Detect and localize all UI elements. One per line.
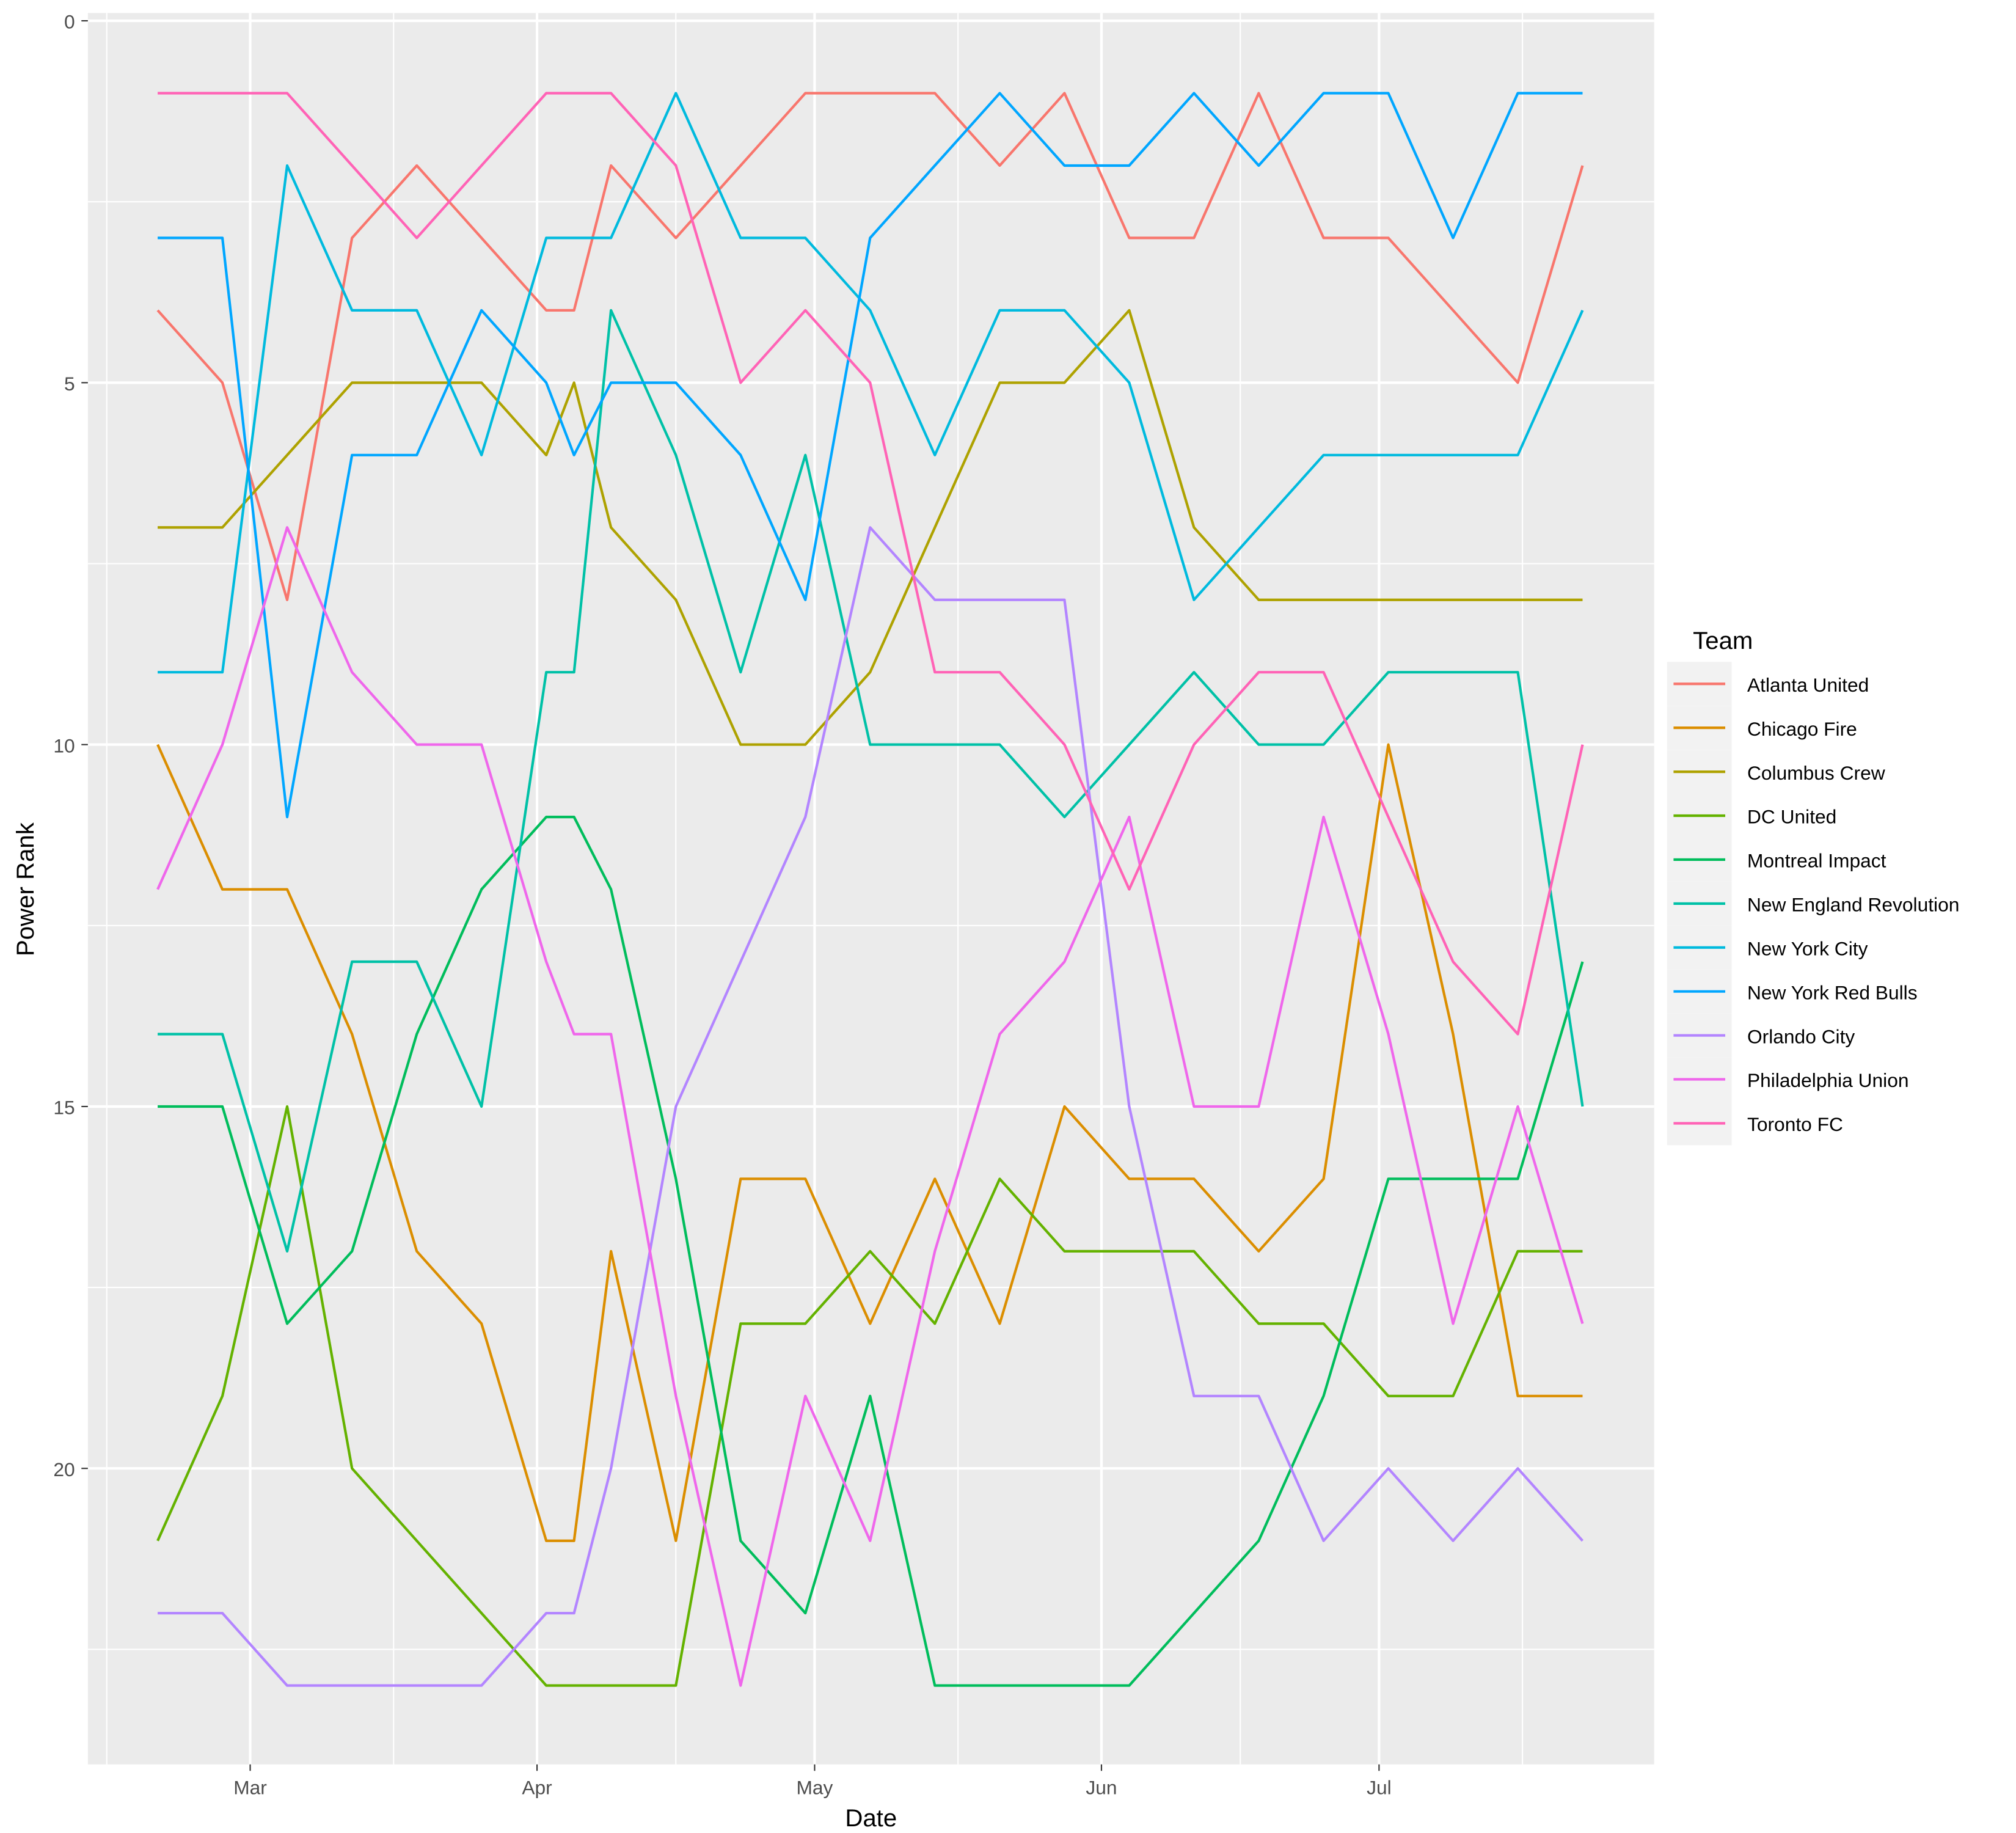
y-tick-label: 0 [64, 11, 75, 33]
series-line-orlando-city [158, 526, 1584, 1687]
series-line-chicago-fire [156, 743, 1583, 1542]
x-axis-label: Date [845, 1804, 897, 1832]
series-line-toronto-fc [158, 92, 1584, 1036]
series-line-new-york-city [158, 92, 1584, 674]
y-tick-label: 20 [53, 1458, 75, 1480]
x-tick-label: Apr [522, 1776, 552, 1798]
series-line-new-england-revolution [158, 309, 1584, 1253]
legend-label: Philadelphia Union [1747, 1069, 1909, 1091]
y-tick-label: 15 [53, 1097, 75, 1119]
legend-label: Montreal Impact [1747, 850, 1886, 872]
legend-label: Toronto FC [1747, 1113, 1843, 1135]
legend-label: New York City [1747, 937, 1868, 959]
series-line-columbus-crew [158, 309, 1583, 746]
series-line-montreal-impact [158, 816, 1584, 1687]
legend-label: New York Red Bulls [1747, 981, 1918, 1003]
series-line-atlanta-united [156, 92, 1584, 601]
legend: Atlanta United Chicago Fire Columbus Crew D… [1667, 662, 1959, 1146]
legend-title: Team [1693, 627, 1753, 654]
x-tick-label: Jun [1086, 1776, 1117, 1798]
legend-label: Columbus Crew [1747, 762, 1885, 784]
series-line-philadelphia-union [156, 526, 1584, 1687]
legend-label: New England Revolution [1747, 894, 1959, 916]
legend-label: Chicago Fire [1747, 718, 1857, 740]
series-line-dc-united [156, 1105, 1583, 1687]
x-tick-label: Jul [1367, 1776, 1392, 1798]
legend-label: Atlanta United [1747, 674, 1869, 696]
y-axis-label: Power Rank [12, 822, 39, 956]
y-tick-label: 5 [64, 373, 75, 395]
x-tick-label: May [796, 1776, 833, 1798]
legend-label: DC United [1747, 806, 1836, 828]
y-tick-label: 10 [53, 734, 75, 756]
series-line-new-york-red-bulls [158, 92, 1583, 819]
legend-label: Orlando City [1747, 1025, 1855, 1047]
x-tick-label: Mar [233, 1776, 267, 1798]
